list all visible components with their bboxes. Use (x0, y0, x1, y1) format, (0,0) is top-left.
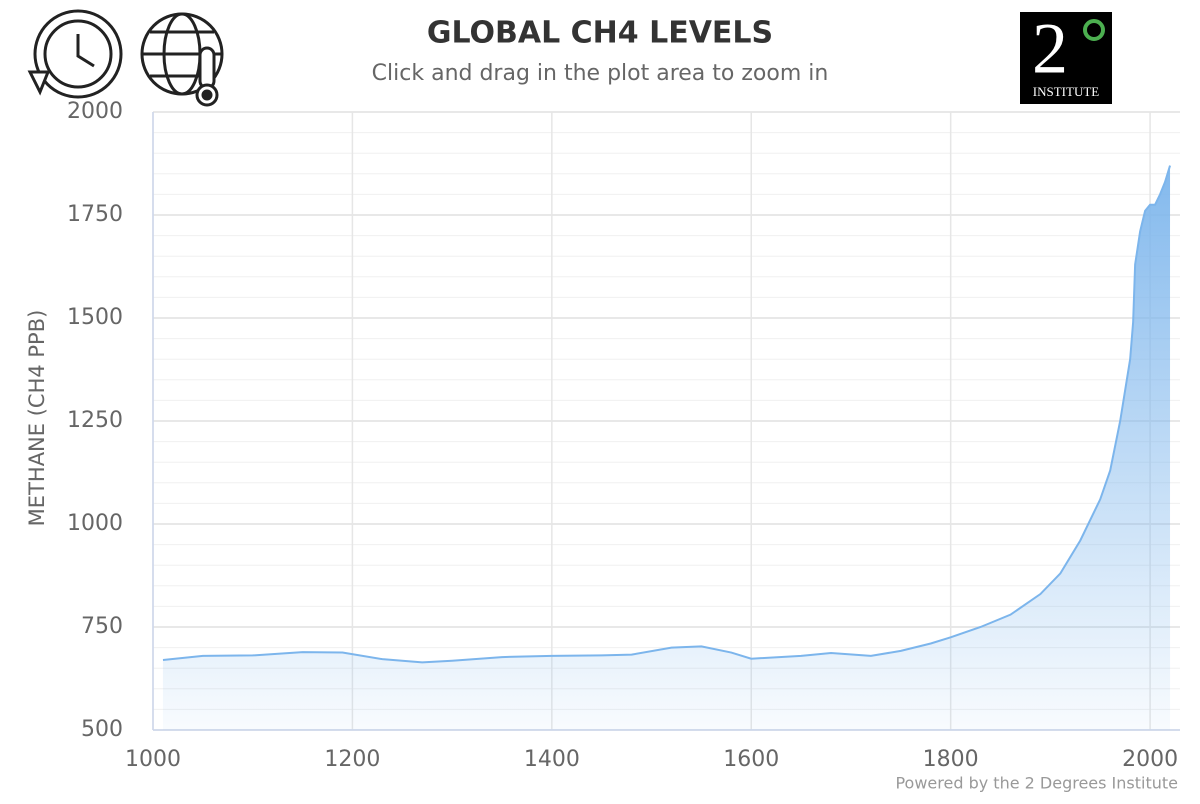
logo-numeral: 2 (1032, 9, 1068, 89)
y-tick-label: 1750 (67, 202, 123, 227)
y-tick-label: 1250 (67, 408, 123, 433)
x-tick-label: 1200 (324, 747, 380, 772)
x-tick-label: 1600 (723, 747, 779, 772)
climate-icon[interactable] (140, 12, 224, 107)
x-tick-label: 2000 (1122, 747, 1178, 772)
logo-box (1020, 12, 1112, 104)
y-tick-label: 2000 (67, 99, 123, 124)
area-line (162, 165, 1171, 664)
x-tick-label: 1800 (923, 747, 979, 772)
chart-title: GLOBAL CH4 LEVELS (427, 16, 773, 51)
y-axis-title: METHANE (CH4 PPB) (25, 310, 49, 527)
y-tick-label: 500 (81, 717, 123, 742)
logo-text: INSTITUTE (1033, 84, 1099, 99)
area-fill (162, 165, 1171, 730)
logo[interactable]: 2 INSTITUTE (1020, 9, 1112, 104)
logo-degree (1083, 19, 1105, 41)
y-tick-label: 750 (81, 614, 123, 639)
x-tick-label: 1000 (125, 747, 181, 772)
history-icon[interactable] (27, 9, 123, 99)
y-tick-label: 1000 (67, 511, 123, 536)
y-tick-label: 1500 (67, 305, 123, 330)
x-tick-label: 1400 (524, 747, 580, 772)
chart-subtitle: Click and drag in the plot area to zoom … (372, 61, 829, 86)
credits: Powered by the 2 Degrees Institute (895, 774, 1178, 793)
